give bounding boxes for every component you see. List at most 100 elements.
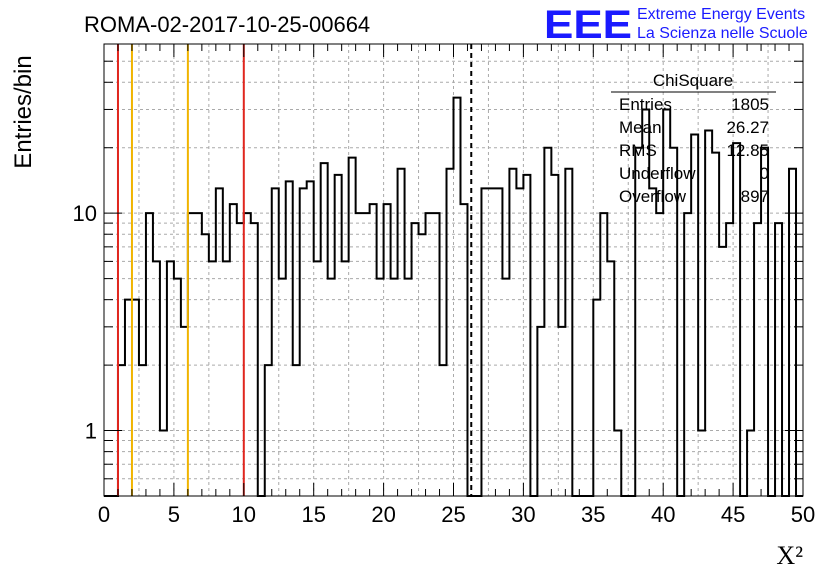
histogram-bin xyxy=(614,431,621,496)
x-axis-label: X² xyxy=(776,541,803,570)
y-axis-label: Entries/bin xyxy=(10,55,37,168)
histogram-bin xyxy=(139,365,146,496)
histogram-bin xyxy=(146,213,153,496)
histogram-bin xyxy=(789,169,796,496)
histogram-outline xyxy=(104,96,803,497)
histogram-bin xyxy=(698,431,705,496)
histogram-bin xyxy=(537,327,544,496)
histogram-bin xyxy=(223,261,230,496)
stats-value: 1805 xyxy=(731,95,769,114)
histogram-bin xyxy=(558,327,565,496)
x-tick-label: 10 xyxy=(232,502,256,527)
histogram-bin xyxy=(160,431,167,496)
histogram-bin xyxy=(719,247,726,496)
histogram-bin xyxy=(342,261,349,496)
eee-logo: EEE Extreme Energy Events La Scienza nel… xyxy=(544,3,808,47)
histogram-bin xyxy=(509,169,516,496)
histogram-bin xyxy=(328,279,335,496)
histogram-bin xyxy=(433,213,440,496)
histogram-bin xyxy=(405,279,412,496)
histogram-bin xyxy=(363,213,370,496)
histogram-bin xyxy=(125,300,132,496)
histogram-bin xyxy=(335,175,342,496)
x-tick-label: 0 xyxy=(98,502,110,527)
histogram-bin xyxy=(181,327,188,496)
histogram-bin xyxy=(775,223,782,496)
stats-value: 26.27 xyxy=(726,118,769,137)
histogram-bin xyxy=(384,204,391,496)
histogram-bin xyxy=(691,135,698,496)
histogram-bin xyxy=(132,300,139,496)
histogram-bin xyxy=(747,431,754,496)
x-tick-label: 15 xyxy=(301,502,325,527)
histogram-bin xyxy=(544,148,551,496)
stats-label: Overflow xyxy=(619,187,687,206)
histogram-bin xyxy=(286,181,293,496)
stats-row: Overflow 897 xyxy=(619,187,769,206)
stats-row: Underflow 0 xyxy=(619,164,769,183)
x-tick-label: 40 xyxy=(651,502,675,527)
histogram-bin xyxy=(398,169,405,496)
stats-row: Entries 1805 xyxy=(619,95,769,114)
histogram-bin xyxy=(502,279,509,496)
histogram-bin xyxy=(565,169,572,496)
histogram-bin xyxy=(391,279,398,496)
chart-title: ROMA-02-2017-10-25-00664 xyxy=(84,12,370,37)
histogram-bin xyxy=(440,365,447,496)
histogram-bin xyxy=(600,213,607,496)
y-tick-label: 1 xyxy=(85,419,97,444)
x-axis: 0 5 10 15 20 25 30 35 40 45 50 xyxy=(98,44,815,527)
histogram-bin xyxy=(209,261,216,496)
histogram-bin xyxy=(265,365,272,496)
stats-label: Mean xyxy=(619,118,662,137)
x-tick-label: 25 xyxy=(441,502,465,527)
histogram-bin xyxy=(251,223,258,496)
logo-line2: La Scienza nelle Scuole xyxy=(637,25,808,42)
histogram-bin xyxy=(356,213,363,496)
histogram-bin xyxy=(516,188,523,496)
histogram-bin xyxy=(733,143,740,496)
histogram-bin xyxy=(607,261,614,496)
histogram-bin xyxy=(370,204,377,496)
histogram-bin xyxy=(202,234,209,496)
histogram-bin xyxy=(279,279,286,496)
histogram-bin xyxy=(454,98,461,496)
stats-value: 0 xyxy=(760,164,769,183)
histogram-bin xyxy=(244,213,251,496)
stats-box: ChiSquare Entries 1805 Mean 26.27 RMS 12.85 Un… xyxy=(611,71,776,206)
x-tick-label: 20 xyxy=(371,502,395,527)
histogram-bin xyxy=(321,163,328,496)
histogram xyxy=(104,96,803,497)
histogram-bin xyxy=(314,261,321,496)
x-tick-label: 30 xyxy=(511,502,535,527)
histogram-bin xyxy=(481,188,488,496)
reference-lines xyxy=(116,44,473,496)
histogram-bin xyxy=(726,223,733,496)
histogram-bin xyxy=(712,153,719,496)
histogram-bin xyxy=(237,223,244,496)
stats-label: RMS xyxy=(619,141,657,160)
stats-label: Entries xyxy=(619,95,672,114)
histogram-bin xyxy=(167,261,174,496)
x-tick-label: 35 xyxy=(581,502,605,527)
histogram-bin xyxy=(293,365,300,496)
x-tick-label: 5 xyxy=(168,502,180,527)
histogram-bin xyxy=(412,223,419,496)
histogram-bin xyxy=(300,188,307,496)
histogram-bin xyxy=(153,261,160,496)
y-axis: 1 10 xyxy=(73,43,803,497)
histogram-bin xyxy=(419,234,426,496)
histogram-bin xyxy=(349,158,356,496)
histogram-bin xyxy=(426,213,433,496)
histogram-bin xyxy=(272,188,279,496)
histogram-bin xyxy=(307,181,314,496)
histogram-bin xyxy=(523,175,530,496)
histogram-bin xyxy=(447,169,454,496)
logo-line1: Extreme Energy Events xyxy=(637,6,805,23)
histogram-bin xyxy=(195,213,202,496)
stats-row: Mean 26.27 xyxy=(619,118,769,137)
stats-label: Underflow xyxy=(619,164,696,183)
histogram-bin xyxy=(460,204,467,496)
histogram-bin xyxy=(174,279,181,496)
histogram-bin xyxy=(705,131,712,496)
